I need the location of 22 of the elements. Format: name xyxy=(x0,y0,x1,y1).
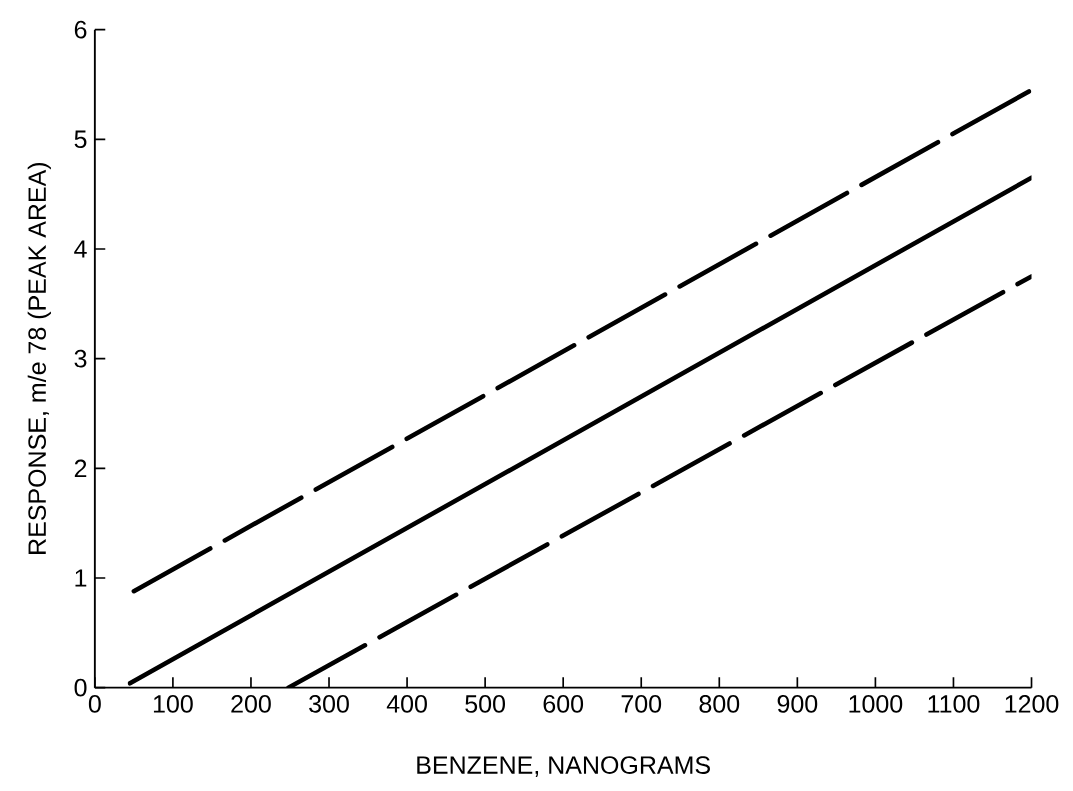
y-tick-label: 4 xyxy=(74,240,87,258)
x-tick-label: 700 xyxy=(621,694,662,713)
y-tick-label: 2 xyxy=(74,459,87,477)
x-tick-label: 900 xyxy=(777,694,818,713)
x-tick-label: 1000 xyxy=(849,694,903,713)
x-tick-label: 300 xyxy=(309,694,349,713)
y-tick-label: 6 xyxy=(74,20,87,39)
x-tick-label: 800 xyxy=(699,694,740,713)
y-tick-label: 5 xyxy=(74,130,87,148)
y-axis-title: RESPONSE, m/e 78 (PEAK AREA) xyxy=(27,162,51,554)
x-tick-label: 0 xyxy=(88,694,101,713)
x-axis-title: BENZENE, NANOGRAMS xyxy=(417,756,710,777)
y-tick-label: 0 xyxy=(74,678,87,697)
x-tick-label: 1100 xyxy=(928,694,980,713)
x-tick-label: 200 xyxy=(231,694,271,713)
x-tick-label: 100 xyxy=(153,694,193,713)
x-tick-label: 1200 xyxy=(1005,694,1059,713)
x-tick-label: 400 xyxy=(386,694,427,713)
x-tick-label: 500 xyxy=(465,694,506,713)
x-tick-label: 600 xyxy=(543,694,584,713)
y-tick-label: 3 xyxy=(74,349,87,368)
y-tick-label: 1 xyxy=(75,569,87,587)
